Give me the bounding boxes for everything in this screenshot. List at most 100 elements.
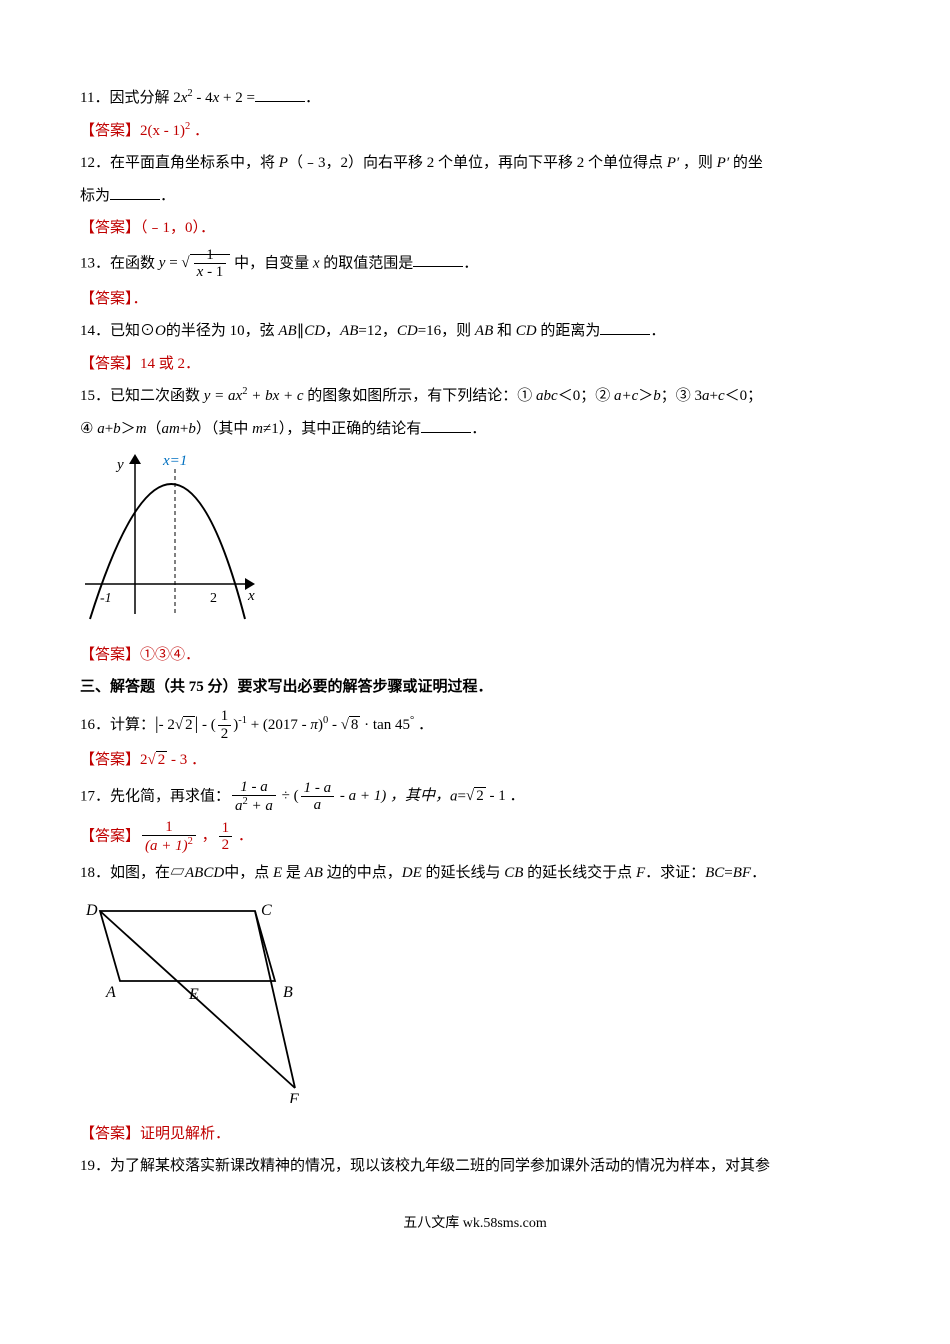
t: +: [710, 388, 718, 404]
t: ．求证：: [645, 865, 705, 881]
period: ．: [463, 255, 478, 271]
ans-label: 【答案】: [80, 752, 140, 768]
svg-text:-1: -1: [100, 591, 112, 606]
ans-val: 14 或 2．: [140, 356, 200, 372]
t: 中，自变量: [230, 255, 313, 271]
ans-label: 【答案】: [80, 123, 140, 139]
t: 中，点: [224, 865, 273, 881]
blank: [421, 417, 471, 433]
svg-text:C: C: [261, 902, 272, 919]
ans-label: 【答案】: [80, 356, 140, 372]
CB: CB: [504, 865, 523, 881]
period: ．: [650, 323, 665, 339]
q18: 18．如图，在▱ABCD中，点 E 是 AB 边的中点，DE 的延长线与 CB …: [80, 859, 870, 888]
q17: 17．先化简，再求值：1 - aa2 + a ÷ (1 - aa - a + 1…: [80, 779, 870, 815]
v: m: [136, 421, 147, 437]
q15-expr: y = ax2 + bx + c: [204, 388, 304, 404]
q13-expr: y = 1x - 1: [159, 255, 231, 271]
svg-text:2: 2: [210, 591, 217, 606]
t: =16，则: [418, 323, 475, 339]
ans-label: 【答案】: [80, 1126, 140, 1142]
t: 边的中点，: [323, 865, 402, 881]
E: E: [273, 865, 282, 881]
period: ．: [305, 90, 320, 106]
q15-l2: ④ a+b＞m（am+b）（其中 m≠1），其中正确的结论有．: [80, 415, 870, 444]
t: =12，: [358, 323, 396, 339]
a17-expr: 1(a + 1)2 ，12 ．: [140, 828, 253, 844]
AB2: AB: [340, 323, 358, 339]
q11: 11．因式分解 2x2 - 4x + 2 = ．: [80, 84, 870, 113]
a15: 【答案】①③④．: [80, 641, 870, 670]
ans-label: 【答案】: [80, 828, 140, 844]
t: 的半径为 10，弦: [166, 323, 279, 339]
t: ＜0；②: [558, 388, 614, 404]
a18: 【答案】证明见解析．: [80, 1120, 870, 1149]
q17-expr: 1 - aa2 + a ÷ (1 - aa - a + 1) ，其中，: [230, 788, 450, 804]
period: ．: [414, 717, 433, 733]
ans-val: 证明见解析．: [140, 1126, 230, 1142]
svg-text:x=1: x=1: [162, 453, 187, 469]
a14: 【答案】14 或 2．: [80, 350, 870, 379]
t: ④: [80, 421, 97, 437]
c2: a+c: [614, 388, 638, 404]
q11-expr: 2x2 - 4x + 2 =: [173, 90, 255, 106]
c3c: c: [718, 388, 725, 404]
t: ＞: [121, 421, 136, 437]
period: ．: [471, 421, 486, 437]
section-3-heading: 三、解答题（共 75 分）要求写出必要的解答步骤或证明过程．: [80, 673, 870, 702]
q13: 13．在函数 y = 1x - 1 中，自变量 x 的取值范围是．: [80, 247, 870, 281]
q15-l1: 15．已知二次函数 y = ax2 + bx + c 的图象如图所示，有下列结论…: [80, 382, 870, 411]
x: x: [313, 255, 320, 271]
q11-label: 11．因式分解: [80, 90, 173, 106]
a12: 【答案】（﹣1，0）．: [80, 214, 870, 243]
v: m: [252, 421, 263, 437]
AB: AB: [305, 865, 323, 881]
BF: BF: [733, 865, 751, 881]
O: O: [155, 323, 166, 339]
t: 的延长线与: [422, 865, 505, 881]
a11-expr: 2(x - 1)2 ．: [140, 123, 209, 139]
ans-label: 【答案】．: [80, 291, 148, 307]
t: 12．在平面直角坐标系中，将: [80, 155, 279, 171]
a13: 【答案】．: [80, 285, 870, 314]
t: 的图象如图所示，有下列结论：①: [304, 388, 537, 404]
t: ）（其中: [196, 421, 252, 437]
t: 的坐: [729, 155, 763, 171]
blank: [255, 86, 305, 102]
a16: 【答案】22 - 3 ．: [80, 746, 870, 775]
parabola-svg: -12yxx=1: [80, 449, 260, 624]
v: b: [188, 421, 196, 437]
ans-label: 【答案】: [80, 647, 140, 663]
svg-text:B: B: [283, 984, 293, 1001]
blank: [413, 251, 463, 267]
ans-val: ①③④．: [140, 647, 200, 663]
a17: 【答案】1(a + 1)2 ，12 ．: [80, 819, 870, 855]
svg-text:E: E: [188, 986, 199, 1003]
t: ，: [325, 323, 340, 339]
parabola-figure: -12yxx=1: [80, 449, 870, 635]
ans-val: （﹣1，0）．: [140, 220, 215, 236]
t: （﹣3，2）向右平移 2 个单位，再向下平移 2 个单位得点: [288, 155, 667, 171]
ans-label: 【答案】: [80, 220, 140, 236]
t: +: [105, 421, 113, 437]
CD: CD: [304, 323, 325, 339]
AB: AB: [278, 323, 296, 339]
q12-l1: 12．在平面直角坐标系中，将 P（﹣3，2）向右平移 2 个单位，再向下平移 2…: [80, 149, 870, 178]
a16-expr: 22 - 3 ．: [140, 752, 206, 768]
DE: DE: [402, 865, 422, 881]
svg-text:A: A: [105, 984, 116, 1001]
q16-expr: |- 22| - (12)-1 + (2017 - π)0 - 8 · tan …: [155, 717, 414, 733]
eq: =: [458, 788, 466, 804]
t: 标为: [80, 188, 110, 204]
t: 17．先化简，再求值：: [80, 788, 230, 804]
blank: [110, 184, 160, 200]
v: am: [162, 421, 180, 437]
ABCD: ABCD: [185, 865, 224, 881]
BC: BC: [705, 865, 724, 881]
svg-text:F: F: [288, 1091, 299, 1103]
period: ．: [751, 865, 766, 881]
t: 19．为了解某校落实新课改精神的情况，现以该校九年级二班的同学参加课外活动的情况…: [80, 1158, 770, 1174]
t: 和: [493, 323, 516, 339]
blank: [600, 319, 650, 335]
t: 15．已知二次函数: [80, 388, 204, 404]
